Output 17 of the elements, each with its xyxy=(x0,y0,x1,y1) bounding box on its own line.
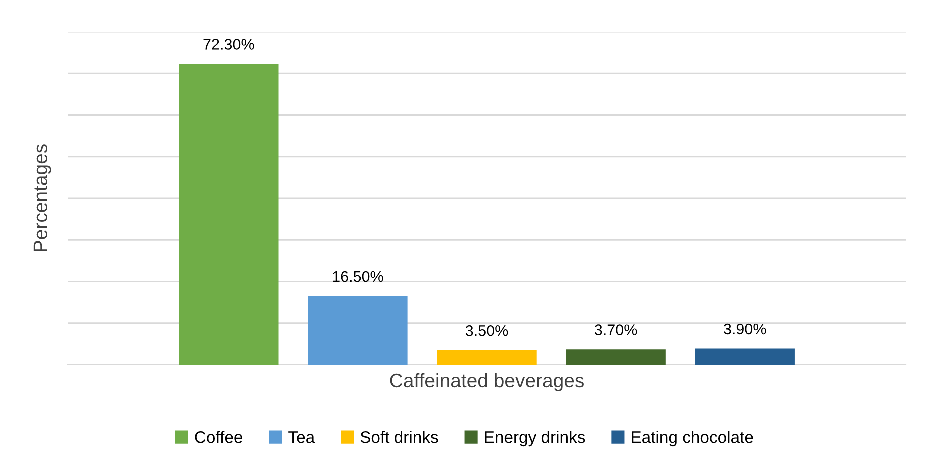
data-label: 3.90% xyxy=(724,324,766,335)
legend-label: Energy drinks xyxy=(485,431,586,447)
y-axis-title: Percentages xyxy=(34,144,52,252)
legend-label: Eating chocolate xyxy=(632,431,754,447)
x-axis-title: Caffeinated beverages xyxy=(390,373,584,392)
legend-label: Soft drinks xyxy=(360,431,438,444)
bar xyxy=(179,64,279,365)
bar xyxy=(308,296,408,365)
data-label: 72.30% xyxy=(204,39,254,50)
bar xyxy=(437,350,537,365)
data-label: 3.70% xyxy=(594,324,638,336)
data-label: 3.50% xyxy=(466,325,508,336)
bar xyxy=(566,350,666,365)
bar xyxy=(695,348,795,365)
legend-label: Coffee xyxy=(195,431,242,444)
legend-label: Tea xyxy=(288,432,316,444)
data-label: 16.50% xyxy=(333,271,384,282)
